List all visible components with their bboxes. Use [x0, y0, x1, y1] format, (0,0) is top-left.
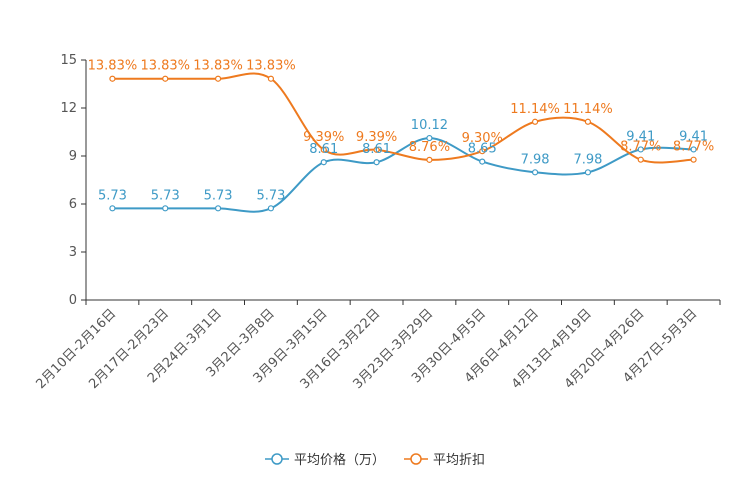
- legend-label-0: 平均价格（万）: [294, 452, 385, 468]
- series-line-0: [112, 137, 694, 213]
- data-label: 8.61: [309, 142, 338, 157]
- data-label: 10.12: [411, 118, 448, 133]
- data-label: 9.41: [626, 129, 655, 144]
- data-point: [373, 146, 380, 153]
- y-tick-label: 9: [69, 149, 77, 164]
- data-point: [320, 146, 327, 153]
- data-point: [267, 205, 275, 212]
- data-label: 5.73: [98, 188, 127, 203]
- data-label: 5.73: [256, 188, 285, 203]
- y-tick-label: 0: [69, 293, 77, 308]
- data-label: 8.61: [362, 142, 391, 157]
- data-point: [320, 159, 327, 166]
- data-point: [531, 169, 539, 176]
- data-label: 13.83%: [88, 59, 138, 74]
- data-point: [109, 205, 116, 212]
- legend-label-1: 平均折扣: [433, 453, 485, 468]
- data-label: 5.73: [204, 188, 233, 203]
- data-point: [426, 156, 433, 163]
- data-label: 5.73: [151, 188, 180, 203]
- data-point: [214, 205, 222, 212]
- data-point: [479, 158, 486, 165]
- data-point: [637, 146, 644, 153]
- data-label: 9.30%: [462, 131, 503, 146]
- data-label: 11.14%: [563, 102, 613, 117]
- data-point: [267, 75, 275, 82]
- y-tick-label: 15: [60, 53, 77, 68]
- data-point: [637, 156, 644, 163]
- data-label: 11.14%: [510, 102, 560, 117]
- data-point: [426, 134, 433, 142]
- data-point: [479, 148, 486, 155]
- y-tick-label: 3: [69, 245, 77, 260]
- data-point: [690, 156, 697, 163]
- data-point: [162, 205, 169, 212]
- legend-marker-1: [410, 453, 422, 465]
- data-label: 9.39%: [356, 130, 397, 145]
- data-point: [690, 146, 697, 153]
- legend-marker-0: [271, 453, 283, 465]
- data-label: 8.77%: [673, 140, 714, 155]
- data-point: [109, 75, 116, 82]
- y-tick-label: 6: [69, 197, 77, 212]
- data-point: [373, 159, 380, 166]
- data-label: 7.98: [573, 152, 602, 167]
- data-point: [531, 118, 539, 125]
- y-tick-label: 12: [60, 101, 77, 116]
- data-label: 9.41: [679, 129, 708, 144]
- data-label: 13.83%: [140, 59, 190, 74]
- data-label: 13.83%: [246, 59, 296, 74]
- data-label: 8.76%: [409, 140, 450, 155]
- data-label: 7.98: [521, 152, 550, 167]
- data-point: [214, 75, 222, 82]
- data-point: [584, 169, 592, 176]
- data-label: 8.65: [468, 142, 497, 157]
- data-label: 9.39%: [303, 130, 344, 145]
- data-point: [584, 118, 592, 125]
- data-label: 13.83%: [193, 59, 243, 74]
- data-label: 8.77%: [620, 140, 661, 155]
- data-point: [162, 75, 169, 82]
